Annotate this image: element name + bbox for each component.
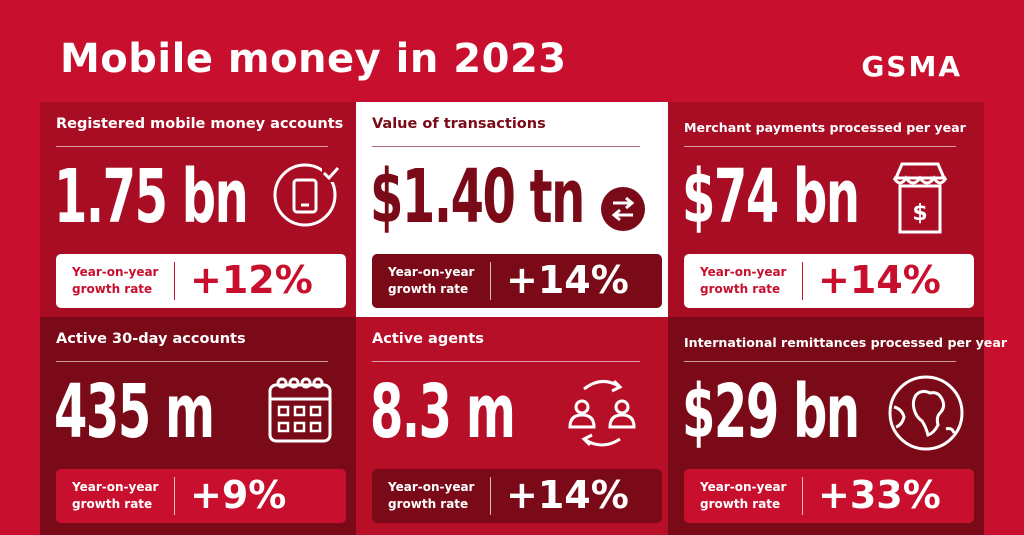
divider bbox=[684, 361, 956, 362]
agents-cycle-icon bbox=[562, 373, 642, 457]
growth-label: Year-on-year growth rate bbox=[388, 265, 475, 296]
growth-value: +33% bbox=[818, 473, 941, 517]
stat-value: $29 bn bbox=[682, 369, 860, 455]
stat-label: Value of transactions bbox=[372, 116, 546, 132]
divider bbox=[372, 146, 640, 147]
growth-value: +9% bbox=[190, 473, 287, 517]
stat-value: $74 bn bbox=[682, 154, 860, 240]
stat-label: Active 30-day accounts bbox=[56, 331, 246, 347]
growth-value: +12% bbox=[190, 258, 313, 302]
stat-label: Active agents bbox=[372, 331, 484, 347]
divider bbox=[802, 477, 803, 515]
gsma-logo: GSMA bbox=[861, 50, 962, 83]
divider bbox=[56, 146, 328, 147]
stat-panel-active-agents: Active agents 8.3 m Year-on-year growth … bbox=[356, 317, 668, 535]
stat-panel-transaction-value: Value of transactions $1.40 tn Year-on-y… bbox=[356, 102, 668, 317]
transfer-arrows-icon bbox=[600, 186, 646, 236]
stat-panel-merchant-payments: Merchant payments processed per year $74… bbox=[668, 102, 984, 317]
header: Mobile money in 2023 GSMA bbox=[0, 0, 1024, 102]
divider bbox=[372, 361, 640, 362]
stat-panel-registered-accounts: Registered mobile money accounts 1.75 bn… bbox=[40, 102, 356, 317]
divider bbox=[490, 477, 491, 515]
growth-box: Year-on-year growth rate +9% bbox=[56, 469, 346, 523]
stat-value: 8.3 m bbox=[370, 369, 516, 455]
growth-value: +14% bbox=[506, 473, 629, 517]
divider bbox=[490, 262, 491, 300]
growth-label: Year-on-year growth rate bbox=[700, 480, 787, 511]
stat-label: Merchant payments processed per year bbox=[684, 120, 966, 135]
page-title: Mobile money in 2023 bbox=[60, 36, 567, 82]
svg-text:$: $ bbox=[912, 201, 927, 226]
divider bbox=[174, 262, 175, 300]
shop-dollar-icon: $ bbox=[888, 160, 952, 244]
growth-box: Year-on-year growth rate +33% bbox=[684, 469, 974, 523]
growth-label: Year-on-year growth rate bbox=[700, 265, 787, 296]
divider bbox=[174, 477, 175, 515]
growth-box: Year-on-year growth rate +14% bbox=[372, 469, 662, 523]
growth-box: Year-on-year growth rate +14% bbox=[372, 254, 662, 308]
calendar-icon bbox=[266, 375, 334, 449]
stat-label: International remittances processed per … bbox=[684, 335, 1008, 350]
divider bbox=[56, 361, 328, 362]
growth-box: Year-on-year growth rate +14% bbox=[684, 254, 974, 308]
stat-value: $1.40 tn bbox=[370, 154, 585, 240]
stat-panel-active-accounts: Active 30-day accounts 435 m Year-on-yea… bbox=[40, 317, 356, 535]
stat-value: 435 m bbox=[54, 369, 215, 455]
stat-value: 1.75 bn bbox=[54, 154, 249, 240]
divider bbox=[802, 262, 803, 300]
growth-box: Year-on-year growth rate +12% bbox=[56, 254, 346, 308]
stat-panel-remittances: International remittances processed per … bbox=[668, 317, 1007, 535]
stat-label: Registered mobile money accounts bbox=[56, 116, 344, 132]
phone-check-icon bbox=[272, 160, 342, 234]
globe-icon bbox=[886, 373, 966, 457]
growth-value: +14% bbox=[506, 258, 629, 302]
growth-value: +14% bbox=[818, 258, 941, 302]
growth-label: Year-on-year growth rate bbox=[388, 480, 475, 511]
growth-label: Year-on-year growth rate bbox=[72, 265, 159, 296]
growth-label: Year-on-year growth rate bbox=[72, 480, 159, 511]
divider bbox=[684, 146, 956, 147]
